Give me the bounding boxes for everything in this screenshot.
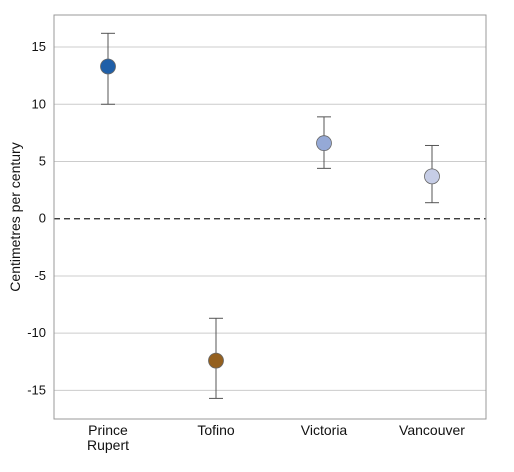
x-category-label: Tofino xyxy=(197,422,235,438)
y-tick-label: 15 xyxy=(32,39,46,54)
data-points xyxy=(100,32,440,399)
data-point-marker xyxy=(100,58,116,75)
data-point-marker xyxy=(208,352,224,369)
y-tick-label: -10 xyxy=(27,325,46,340)
y-tick-label: 5 xyxy=(39,153,46,168)
data-point-group xyxy=(424,144,440,204)
y-tick-label: -5 xyxy=(34,268,46,283)
data-point-group xyxy=(316,116,332,169)
x-category-label: Prince Rupert xyxy=(87,422,129,453)
x-category-label: Vancouver xyxy=(399,422,465,438)
y-tick-label: 0 xyxy=(39,211,46,226)
y-axis-title: Centimetres per century xyxy=(7,142,23,291)
gridlines xyxy=(54,46,486,391)
y-tick-label: 10 xyxy=(32,96,46,111)
data-point-group xyxy=(100,32,116,105)
y-axis-ticks: 15 10 5 0 -5 -10 -15 xyxy=(27,39,46,397)
data-point-marker xyxy=(424,168,440,185)
data-point-marker xyxy=(316,135,332,152)
data-point-group xyxy=(208,317,224,399)
x-category-label: Victoria xyxy=(301,422,348,438)
plot-area-frame xyxy=(53,14,487,420)
y-tick-label: -15 xyxy=(27,382,46,397)
x-axis-category-labels: Prince Rupert Tofino Victoria Vancouver xyxy=(87,422,465,453)
